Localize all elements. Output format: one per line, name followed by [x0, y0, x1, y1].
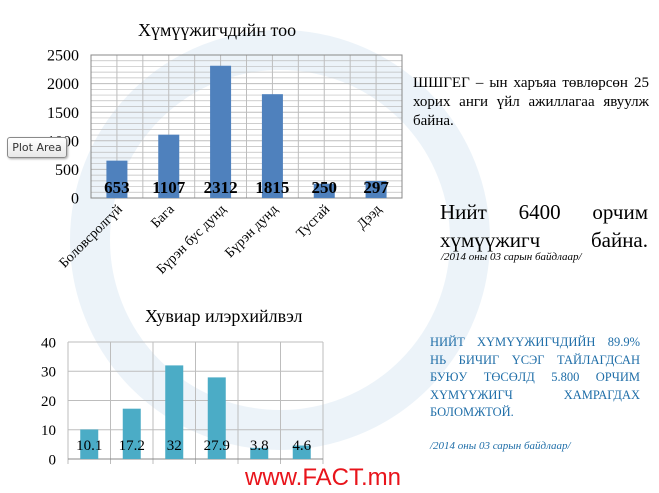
data-label: 1107	[152, 178, 186, 197]
data-label: 1815	[255, 178, 289, 197]
category-label: Боловсролгүй	[57, 202, 126, 271]
chart-title: Хувиар илэрхийлвэл	[145, 306, 303, 326]
data-label: 297	[363, 178, 389, 197]
date-note-2: /2014 оны 03 сарын байдлаар/	[430, 440, 571, 452]
plot-area-tooltip: Plot Area	[7, 137, 67, 158]
y-tick-label: 40	[41, 335, 56, 351]
category-label: Бүрэн дунд	[222, 202, 281, 261]
bar	[250, 447, 269, 459]
y-tick-label: 2000	[47, 76, 79, 93]
data-label: 32	[167, 438, 182, 454]
bar	[210, 65, 232, 198]
bar	[106, 160, 128, 198]
bar	[207, 377, 226, 459]
bar	[165, 365, 184, 459]
bar	[261, 94, 283, 198]
info-text-total: Нийт 6400 орчим хүмүүжигч байна.	[440, 200, 648, 252]
bar	[292, 445, 311, 459]
data-label: 10.1	[76, 438, 102, 454]
y-tick-label: 20	[41, 394, 56, 410]
category-label: Дээд	[355, 202, 385, 232]
y-tick-label: 0	[71, 191, 79, 208]
y-tick-label: 30	[41, 365, 56, 381]
category-label: Тусгай	[294, 202, 334, 242]
bar	[158, 134, 180, 198]
data-label: 2312	[204, 178, 238, 197]
data-label: 3.8	[250, 438, 269, 454]
y-tick-label: 1500	[47, 105, 79, 122]
info-text-colonies: ШШГЕГ – ын харъяа төвлөрсөн 25 хорих анг…	[413, 75, 649, 129]
y-tick-label: 500	[55, 162, 79, 179]
data-label: 27.9	[204, 438, 230, 454]
category-label: Бага	[148, 202, 178, 232]
chart-title: Хүмүүжигчдийн тоо	[138, 20, 296, 40]
bar	[122, 408, 141, 459]
bar	[313, 183, 335, 198]
footer-link[interactable]: www.FACT.mn	[245, 464, 402, 491]
bar	[80, 429, 99, 459]
y-tick-label: 0	[49, 452, 57, 468]
y-tick-label: 10	[41, 423, 56, 439]
data-label: 4.6	[292, 438, 311, 454]
data-label: 653	[104, 178, 130, 197]
bar	[365, 181, 387, 198]
data-label: 17.2	[119, 438, 145, 454]
plot-area-border	[90, 54, 403, 199]
data-label: 250	[312, 178, 338, 197]
date-note-1: /2014 оны 03 сарын байдлаар/	[441, 251, 582, 263]
y-tick-label: 2500	[47, 48, 79, 65]
info-text-literacy: НИЙТ ХҮМҮҮЖИГЧДИЙН 89.9% НЬ БИЧИГ ҮСЭГ Т…	[430, 335, 640, 419]
